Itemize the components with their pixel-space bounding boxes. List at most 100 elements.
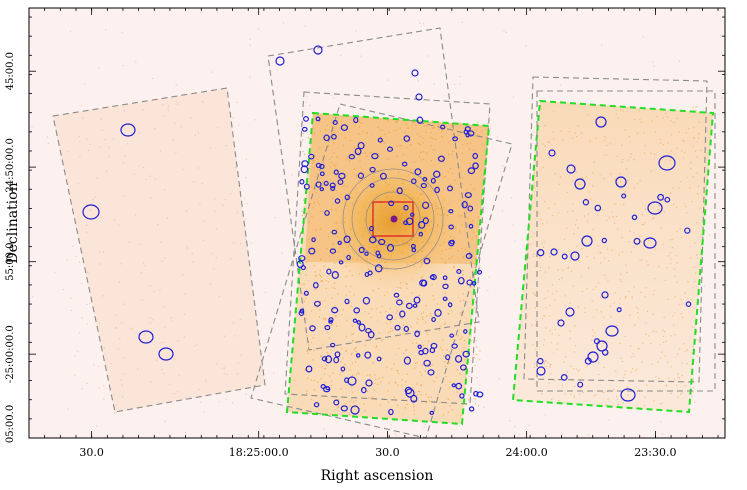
photon-dot: [584, 311, 586, 313]
photon-dot: [442, 159, 444, 161]
photon-dot: [634, 408, 637, 410]
photon-dot: [154, 128, 156, 130]
photon-dot: [323, 428, 325, 430]
photon-dot: [624, 373, 626, 376]
photon-dot: [99, 263, 101, 265]
photon-dot: [321, 280, 323, 282]
photon-dot: [692, 137, 695, 139]
photon-dot: [631, 297, 633, 300]
photon-dot: [549, 256, 551, 258]
source-region: [328, 317, 334, 323]
photon-dot: [585, 197, 587, 200]
photon-dot: [676, 281, 678, 283]
photon-dot: [355, 175, 357, 177]
photon-dot: [432, 258, 434, 260]
photon-dot: [368, 374, 370, 376]
photon-dot: [375, 378, 377, 380]
source-region: [434, 308, 442, 317]
photon-dot: [544, 145, 546, 147]
photon-dot: [562, 139, 564, 141]
photon-dot: [633, 355, 635, 357]
photon-dot: [422, 137, 424, 139]
source-region: [620, 388, 636, 402]
photon-dot: [413, 367, 416, 369]
photon-dot: [304, 293, 306, 295]
photon-dot: [366, 155, 368, 158]
photon-dot: [99, 251, 101, 253]
photon-dot: [108, 146, 110, 148]
photon-dot: [554, 299, 556, 301]
photon-dot: [672, 315, 674, 317]
photon-dot: [673, 324, 675, 326]
photon-dot: [339, 374, 341, 376]
photon-dot: [476, 377, 478, 379]
photon-dot: [307, 239, 309, 241]
photon-dot: [329, 375, 331, 377]
photon-dot: [307, 352, 309, 355]
photon-dot: [205, 379, 207, 381]
photon-dot: [451, 256, 453, 258]
source-region: [371, 153, 379, 160]
photon-dot: [663, 341, 665, 343]
photon-dot: [465, 318, 467, 320]
photon-dot: [528, 424, 530, 426]
photon-dot: [681, 362, 683, 364]
photon-dot: [626, 386, 628, 389]
photon-dot: [131, 328, 133, 330]
photon-dot: [379, 404, 381, 406]
source-region: [582, 199, 590, 206]
photon-dot: [345, 275, 347, 278]
photon-dot: [430, 136, 432, 139]
photon-dot: [355, 399, 357, 401]
photon-dot: [341, 371, 343, 373]
photon-dot: [610, 316, 612, 318]
photon-dot: [356, 357, 358, 359]
photon-dot: [603, 177, 605, 180]
photon-dot: [363, 205, 366, 208]
photon-dot: [647, 310, 649, 312]
photon-dot: [85, 224, 87, 226]
photon-dot: [464, 248, 466, 250]
photon-dot: [692, 146, 694, 148]
photon-dot: [442, 207, 444, 209]
photon-dot: [380, 202, 382, 205]
photon-dot: [681, 236, 683, 238]
photon-dot: [654, 289, 656, 292]
photon-dot: [595, 118, 597, 121]
photon-dot: [354, 361, 357, 363]
photon-dot: [395, 434, 397, 437]
source-region: [340, 405, 348, 412]
photon-dot: [475, 353, 477, 356]
source-region: [419, 279, 427, 287]
photon-dot: [461, 360, 463, 363]
photon-dot: [402, 182, 404, 184]
photon-dot: [323, 161, 325, 163]
source-region: [369, 225, 374, 232]
photon-dot: [662, 144, 664, 146]
photon-dot: [449, 381, 451, 383]
photon-dot: [350, 305, 352, 307]
photon-dot: [604, 274, 606, 276]
photon-dot: [377, 126, 379, 128]
photon-dot: [670, 392, 672, 395]
photon-dot: [356, 192, 358, 194]
photon-dot: [420, 394, 422, 396]
photon-dot: [588, 266, 590, 268]
source-region: [343, 235, 351, 244]
photon-dot: [459, 229, 461, 231]
photon-dot: [564, 393, 566, 395]
photon-dot: [344, 256, 346, 258]
photon-dot: [465, 404, 467, 406]
photon-dot: [342, 116, 344, 118]
photon-dot: [400, 145, 402, 147]
photon-dot: [696, 106, 698, 108]
photon-dot: [478, 224, 480, 226]
photon-dot: [380, 205, 382, 208]
source-region: [456, 268, 462, 275]
y-axis-label: Declination: [5, 182, 21, 263]
photon-dot: [655, 331, 657, 333]
photon-dot: [605, 352, 607, 354]
photon-dot: [351, 352, 353, 354]
photon-dot: [676, 147, 678, 149]
photon-dot: [364, 219, 366, 221]
